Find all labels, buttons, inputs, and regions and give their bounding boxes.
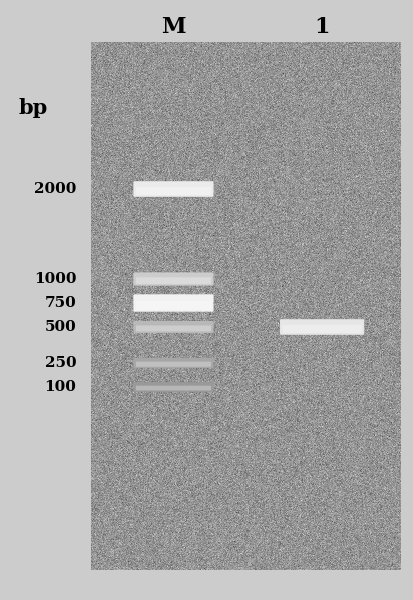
FancyBboxPatch shape	[133, 294, 214, 312]
FancyBboxPatch shape	[133, 272, 214, 286]
Text: 750: 750	[45, 296, 76, 310]
FancyBboxPatch shape	[133, 181, 214, 197]
Text: 2000: 2000	[34, 182, 76, 196]
Text: bp: bp	[19, 98, 47, 118]
FancyBboxPatch shape	[133, 382, 214, 392]
FancyBboxPatch shape	[136, 362, 211, 367]
Text: M: M	[161, 16, 186, 38]
FancyBboxPatch shape	[133, 358, 214, 368]
FancyBboxPatch shape	[133, 321, 214, 333]
FancyBboxPatch shape	[136, 301, 211, 310]
FancyBboxPatch shape	[136, 386, 211, 391]
Text: 100: 100	[45, 380, 76, 394]
Text: 1000: 1000	[34, 272, 76, 286]
FancyBboxPatch shape	[136, 277, 211, 284]
Text: 250: 250	[45, 356, 76, 370]
Text: 1: 1	[314, 16, 330, 38]
FancyBboxPatch shape	[280, 319, 364, 335]
FancyBboxPatch shape	[136, 325, 211, 331]
FancyBboxPatch shape	[136, 187, 211, 195]
Text: 500: 500	[45, 320, 76, 334]
FancyBboxPatch shape	[282, 325, 362, 333]
